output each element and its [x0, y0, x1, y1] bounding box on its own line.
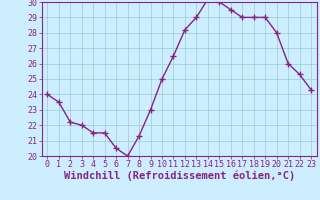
- X-axis label: Windchill (Refroidissement éolien,°C): Windchill (Refroidissement éolien,°C): [64, 171, 295, 181]
